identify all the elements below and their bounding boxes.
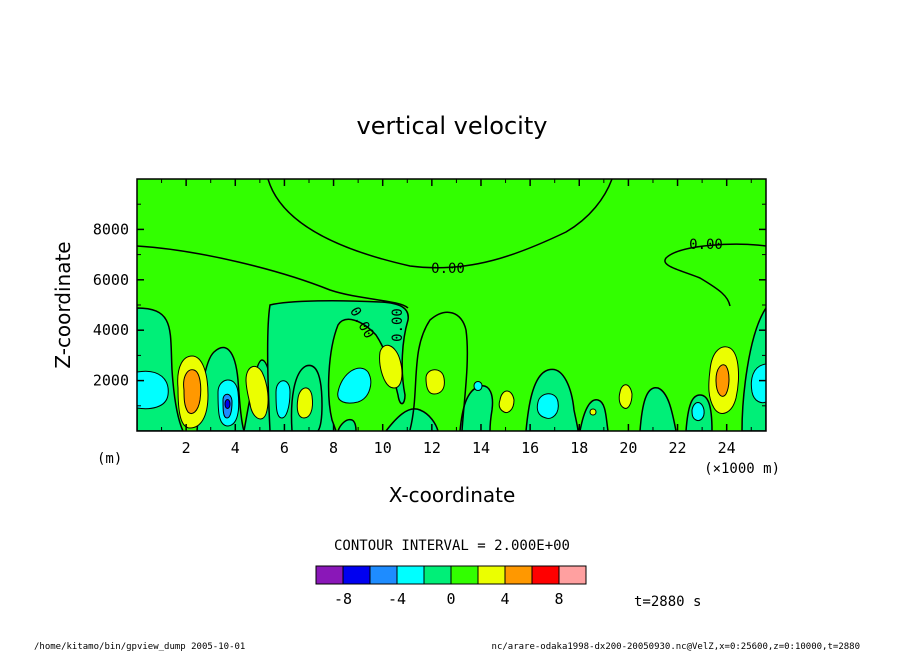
region-neg-mid xyxy=(473,381,483,391)
colorbar-tick-label: 0 xyxy=(446,590,455,608)
chart-title: vertical velocity xyxy=(357,112,548,140)
x-tick-label: 2 xyxy=(182,439,191,457)
contour-label: 0.00 xyxy=(689,237,723,253)
x-tick-label: 10 xyxy=(374,439,392,457)
region-pos-mid xyxy=(425,369,445,395)
contour-line xyxy=(664,243,766,307)
contour-label: 0.00 xyxy=(390,308,406,342)
region-neg-low xyxy=(459,385,494,431)
x-tick-label: 14 xyxy=(472,439,490,457)
colorbar-tick-label: -8 xyxy=(334,590,352,608)
region-neg-mid xyxy=(337,367,372,404)
y-tick-label: 6000 xyxy=(93,271,129,289)
x-tick-label: 18 xyxy=(570,439,588,457)
x-unit-label: (×1000 m) xyxy=(704,461,780,477)
x-tick-label: 8 xyxy=(329,439,338,457)
y-tick-label: 4000 xyxy=(93,321,129,339)
colorbar-swatch xyxy=(477,565,506,585)
colorbar-swatch xyxy=(342,565,371,585)
contour-line xyxy=(409,311,469,431)
x-tick-label: 16 xyxy=(521,439,539,457)
colorbar-tick-label: 8 xyxy=(554,590,563,608)
y-tick-label: 8000 xyxy=(93,220,129,238)
region-pos-mid xyxy=(379,344,403,389)
footer-right: nc/arare-odaka1998-dx200-20050930.nc@Vel… xyxy=(492,642,860,652)
colorbar-swatch xyxy=(396,565,425,585)
region-pos-mid xyxy=(589,408,597,416)
region-neg-low xyxy=(639,387,677,431)
region-neg-mid xyxy=(691,402,705,421)
colorbar-swatch xyxy=(423,565,452,585)
colorbar-tick-label: -4 xyxy=(388,590,406,608)
region-pos-mid xyxy=(618,384,633,409)
y-axis-title: Z-coordinate xyxy=(51,241,75,368)
colorbar-swatch xyxy=(531,565,560,585)
region-neg-low xyxy=(337,418,357,431)
x-tick-label: 24 xyxy=(718,439,736,457)
region-pos-mid xyxy=(296,387,313,419)
contour-line xyxy=(137,245,409,309)
colorbar-swatch xyxy=(504,565,533,585)
region-pos-strong xyxy=(183,369,202,414)
colorbar: -8 -4 0 4 8 xyxy=(315,565,587,608)
x-tick-label: 22 xyxy=(669,439,687,457)
footer-left: /home/kitamo/bin/gpview_dump 2005-10-01 xyxy=(34,642,245,652)
region-neg-low xyxy=(579,399,609,431)
x-tick-label: 12 xyxy=(423,439,441,457)
region-neg-core xyxy=(224,399,231,409)
contour-label: 0.00 xyxy=(431,261,465,277)
region-pos-mid xyxy=(245,365,269,420)
contour-line xyxy=(267,179,613,269)
y-tick-label: 2000 xyxy=(93,372,129,390)
colorbar-tick-label: 4 xyxy=(500,590,509,608)
region-neg-mid xyxy=(275,380,291,419)
region-neg-mid xyxy=(137,370,169,410)
colorbar-swatch xyxy=(558,565,587,585)
plot-area xyxy=(137,179,766,431)
contour-interval-text: CONTOUR INTERVAL = 2.000E+00 xyxy=(334,538,570,554)
x-tick-label: 6 xyxy=(280,439,289,457)
region-pos-strong xyxy=(715,364,730,397)
colorbar-swatch xyxy=(369,565,398,585)
colorbar-swatch xyxy=(450,565,479,585)
colorbar-swatch xyxy=(315,565,344,585)
x-tick-label: 4 xyxy=(231,439,240,457)
y-axis: 2000 4000 6000 8000 xyxy=(93,203,766,407)
region-neg-mid xyxy=(536,393,559,419)
region-neg-mid xyxy=(750,363,766,404)
x-axis: 2 4 6 8 10 12 14 16 18 20 22 24 xyxy=(161,179,752,457)
x-tick-label: 20 xyxy=(619,439,637,457)
x-axis-title: X-coordinate xyxy=(389,483,516,507)
region-pos-mid xyxy=(498,390,515,413)
time-label: t=2880 s xyxy=(634,594,701,610)
y-unit-label: (m) xyxy=(97,451,122,467)
